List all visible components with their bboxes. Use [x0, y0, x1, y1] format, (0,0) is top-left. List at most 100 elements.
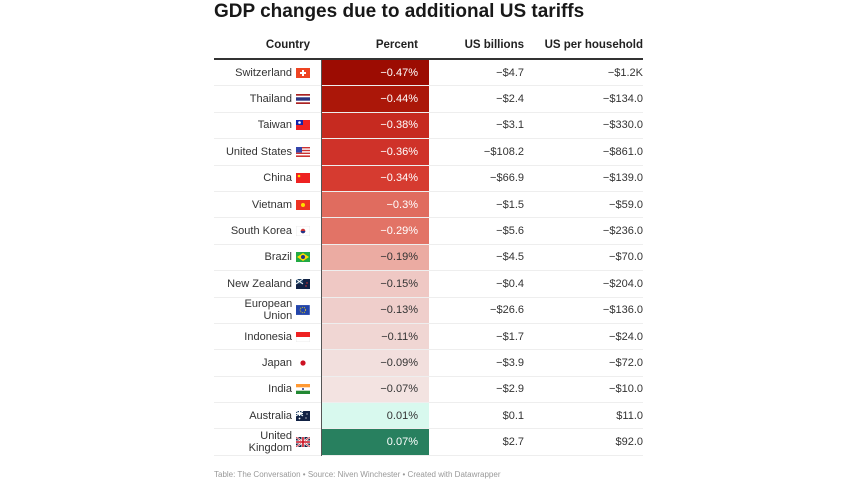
new-zealand-flag-icon	[296, 278, 310, 289]
household-cell: $11.0	[616, 409, 643, 422]
table-row-india: India −0.07% −$2.9 −$10.0	[214, 376, 643, 404]
household-cell: −$134.0	[602, 93, 643, 106]
chart-title: GDP changes due to additional US tariffs	[214, 1, 585, 22]
percent-value: −0.11%	[381, 330, 418, 343]
indonesia-flag-icon	[296, 331, 310, 342]
country-cell: Vietnam	[214, 199, 310, 211]
percent-cell: −0.34%	[322, 165, 429, 191]
table-row-united-states: United States −0.36% −$108.2 −$861.0	[214, 139, 643, 166]
country-cell: New Zealand	[214, 278, 310, 290]
united-kingdom-flag-icon	[296, 437, 310, 448]
billions-cell: −$108.2	[483, 145, 524, 158]
header-household[interactable]: US per household	[544, 39, 643, 51]
table-row-thailand: Thailand −0.44% −$2.4 −$134.0	[214, 86, 643, 113]
household-cell: −$24.0	[609, 330, 643, 343]
united-states-flag-icon	[296, 146, 310, 157]
percent-cell: −0.29%	[322, 218, 429, 244]
billions-cell: −$3.9	[496, 356, 524, 369]
household-cell: −$59.0	[609, 198, 643, 211]
percent-value: −0.19%	[380, 251, 418, 264]
country-cell: India	[214, 383, 310, 395]
table-row-vietnam: Vietnam −0.3% −$1.5 −$59.0	[214, 191, 643, 219]
header-billions[interactable]: US billions	[464, 39, 524, 51]
footer-credit: Table: The Conversation • Source: Niven …	[214, 470, 501, 479]
country-name: China	[263, 172, 292, 185]
percent-value: −0.29%	[380, 225, 418, 238]
country-cell: Indonesia	[214, 331, 310, 343]
country-name: Brazil	[264, 251, 292, 264]
country-name: Taiwan	[257, 119, 292, 132]
table-row-brazil: Brazil −0.19% −$4.5 −$70.0	[214, 244, 643, 272]
percent-value: 0.01%	[386, 409, 418, 422]
country-name: United States	[225, 145, 292, 158]
table-row-united-kingdom: United Kingdom 0.07% $2.7 $92.0	[214, 429, 643, 456]
household-cell: −$139.0	[602, 172, 643, 185]
billions-cell: −$5.6	[496, 225, 524, 238]
country-cell: Switzerland	[214, 67, 310, 79]
india-flag-icon	[296, 384, 310, 395]
table-row-australia: Australia 0.01% $0.1 $11.0	[214, 403, 643, 430]
percent-value: −0.38%	[380, 119, 418, 132]
country-cell: Taiwan	[214, 119, 310, 131]
percent-value: −0.07%	[380, 383, 418, 396]
thailand-flag-icon	[296, 94, 310, 105]
table-row-new-zealand: New Zealand −0.15% −$0.4 −$204.0	[214, 271, 643, 298]
percent-value: −0.47%	[380, 66, 418, 79]
vietnam-flag-icon	[296, 199, 310, 210]
gdp-table: Country Percent US billions US per house…	[214, 32, 643, 456]
header-percent[interactable]: Percent	[375, 39, 418, 51]
south-korea-flag-icon	[296, 226, 310, 237]
zero-axis-line	[321, 60, 322, 456]
table-header: Country Percent US billions US per house…	[214, 32, 643, 60]
household-cell: −$10.0	[609, 383, 643, 396]
country-cell: Brazil	[214, 251, 310, 263]
country-name: United Kingdom	[248, 430, 293, 455]
percent-cell: 0.01%	[322, 403, 429, 429]
household-cell: −$72.0	[609, 356, 643, 369]
country-name: Japan	[262, 356, 292, 369]
household-cell: −$204.0	[602, 277, 643, 290]
household-cell: −$861.0	[602, 145, 643, 158]
percent-value: −0.36%	[380, 145, 418, 158]
country-name: Switzerland	[235, 66, 292, 79]
country-cell: South Korea	[214, 225, 310, 237]
billions-cell: $2.7	[502, 436, 524, 449]
percent-value: 0.07%	[386, 436, 418, 449]
household-cell: −$136.0	[602, 304, 643, 317]
table-row-indonesia: Indonesia −0.11% −$1.7 −$24.0	[214, 323, 643, 351]
country-name: South Korea	[230, 225, 292, 238]
household-cell: $92.0	[615, 436, 643, 449]
percent-cell: −0.19%	[322, 244, 429, 271]
household-cell: −$1.2K	[607, 66, 643, 79]
billions-cell: $0.1	[502, 409, 524, 422]
billions-cell: −$2.4	[496, 93, 524, 106]
country-name: Thailand	[249, 93, 292, 106]
percent-value: −0.15%	[380, 277, 418, 290]
household-cell: −$70.0	[609, 251, 643, 264]
australia-flag-icon	[296, 410, 310, 421]
percent-value: −0.44%	[380, 93, 418, 106]
percent-cell: −0.44%	[322, 86, 429, 112]
header-country[interactable]: Country	[265, 39, 310, 51]
percent-value: −0.3%	[386, 198, 419, 211]
percent-cell: −0.09%	[322, 350, 429, 376]
percent-value: −0.13%	[380, 304, 418, 317]
percent-cell: 0.07%	[322, 429, 429, 455]
percent-cell: −0.07%	[322, 376, 429, 403]
table-row-european-union: European Union −0.13% −$26.6 −$136.0	[214, 297, 643, 324]
country-name: Indonesia	[244, 330, 292, 343]
country-cell: European Union	[214, 298, 310, 322]
country-cell: United States	[214, 146, 310, 158]
country-cell: United Kingdom	[214, 430, 310, 454]
country-cell: Japan	[214, 357, 310, 369]
country-name: India	[268, 383, 292, 396]
billions-cell: −$3.1	[496, 119, 524, 132]
country-name: Australia	[249, 409, 292, 422]
table-row-taiwan: Taiwan −0.38% −$3.1 −$330.0	[214, 112, 643, 140]
percent-value: −0.09%	[380, 356, 418, 369]
billions-cell: −$0.4	[496, 277, 524, 290]
household-cell: −$330.0	[602, 119, 643, 132]
percent-cell: −0.11%	[322, 323, 429, 350]
percent-cell: −0.38%	[322, 112, 429, 139]
table-row-japan: Japan −0.09% −$3.9 −$72.0	[214, 350, 643, 377]
